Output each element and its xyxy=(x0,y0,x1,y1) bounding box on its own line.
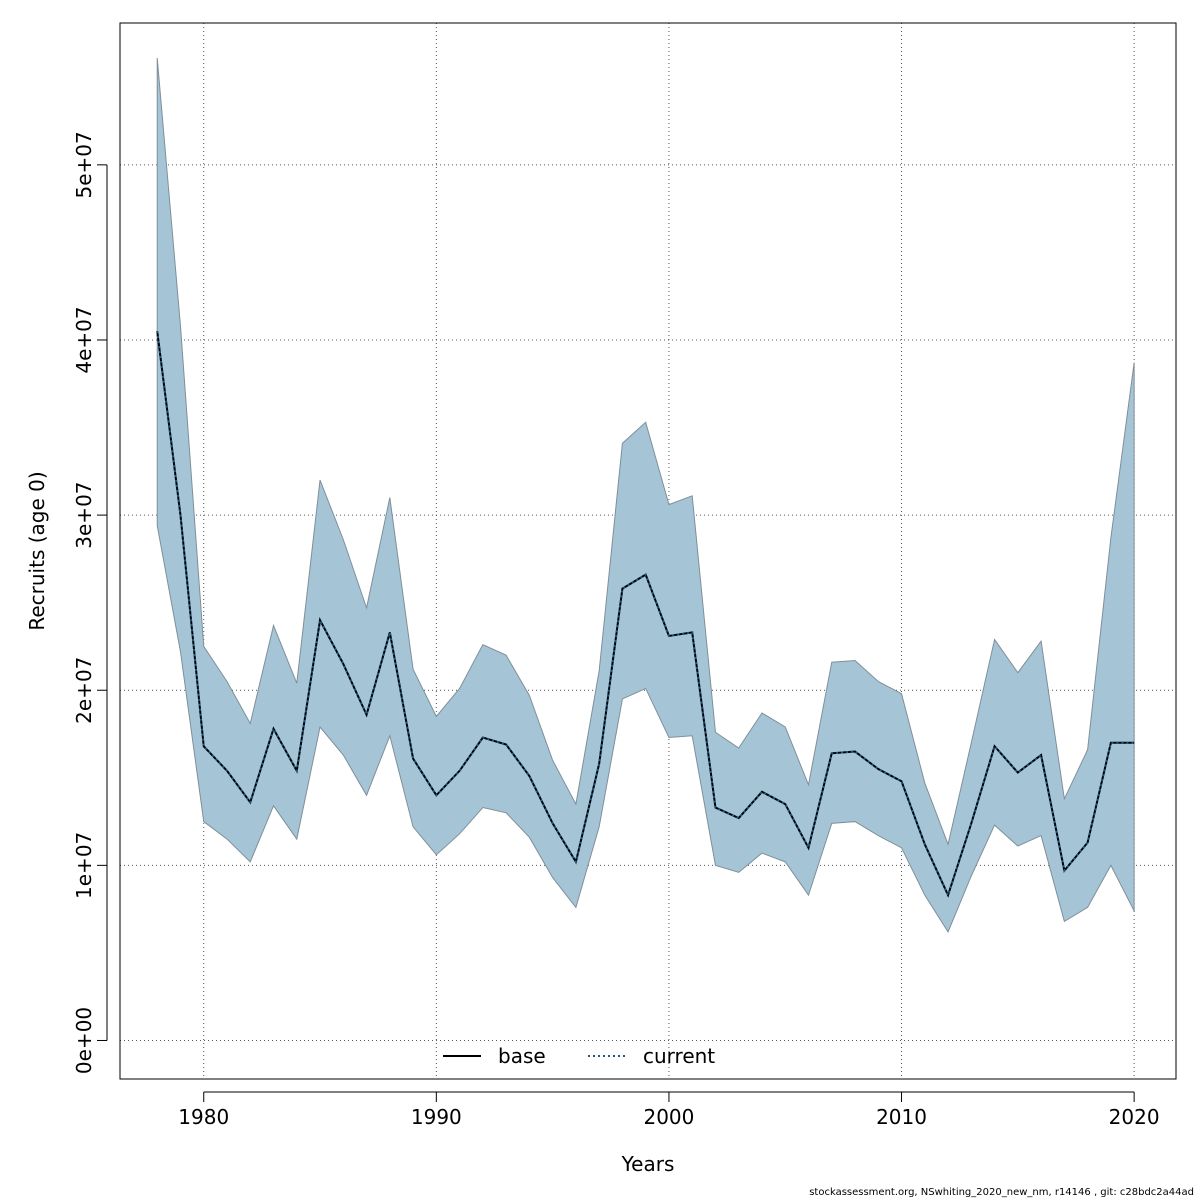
y-axis: 0e+00 1e+07 2e+07 3e+07 4e+07 5e+07 xyxy=(72,131,108,1074)
x-axis: 1980 1990 2000 2010 2020 xyxy=(178,1091,1160,1129)
x-tick-label: 2000 xyxy=(643,1105,694,1129)
plot-frame xyxy=(119,22,1177,1080)
y-tick-label: 2e+07 xyxy=(72,657,96,724)
confidence-band xyxy=(156,57,1135,933)
y-tick-label: 0e+00 xyxy=(72,1007,96,1074)
legend-current-label: current xyxy=(643,1044,715,1068)
y-tick-label: 3e+07 xyxy=(72,481,96,548)
x-tick-label: 2020 xyxy=(1109,1105,1160,1129)
legend-base-label: base xyxy=(498,1044,546,1068)
y-tick-label: 1e+07 xyxy=(72,832,96,899)
y-axis-label: Recruits (age 0) xyxy=(25,471,49,630)
x-axis-label: Years xyxy=(621,1152,675,1176)
legend: base current xyxy=(443,1044,715,1068)
x-tick-label: 1980 xyxy=(178,1105,229,1129)
x-tick-label: 1990 xyxy=(411,1105,462,1129)
y-tick-label: 5e+07 xyxy=(72,131,96,198)
footer-credit: stockassessment.org, NSwhiting_2020_new_… xyxy=(809,1187,1194,1198)
y-tick-label: 4e+07 xyxy=(72,306,96,373)
x-tick-label: 2010 xyxy=(876,1105,927,1129)
series-current-line xyxy=(156,331,1135,898)
